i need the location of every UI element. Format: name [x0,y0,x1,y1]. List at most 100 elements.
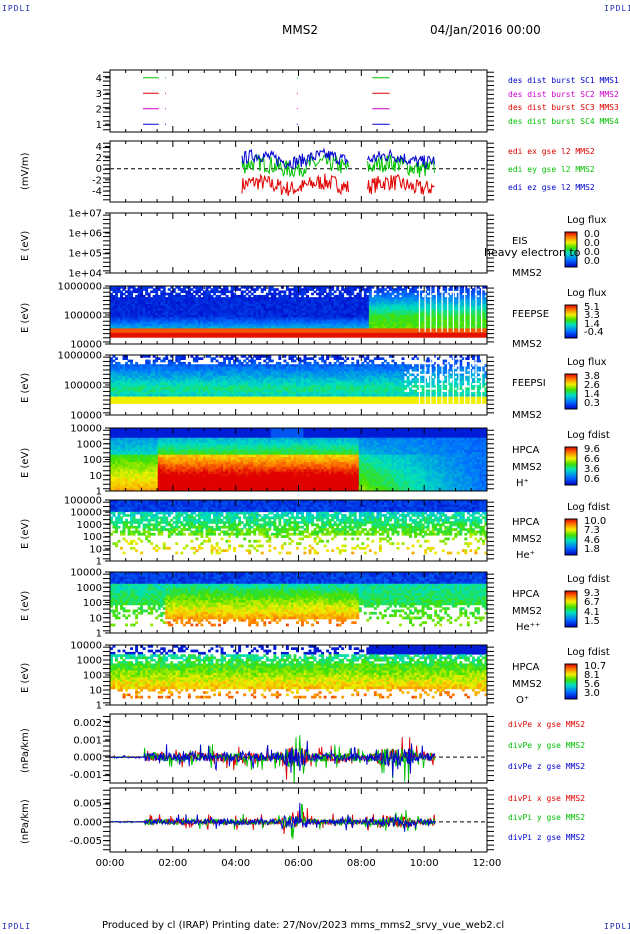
heatmap-cell [283,310,287,314]
heatmap-cell [125,368,128,372]
heatmap-cell [120,389,123,393]
heatmap-cell [190,391,194,395]
heatmap-cell [378,294,382,298]
heatmap-cell [215,319,219,323]
heatmap-cell [130,301,134,305]
heatmap-cell [353,310,357,314]
heatmap-cell [132,398,136,402]
heatmap-cell [137,286,141,289]
heatmap-cell [197,364,201,367]
heatmap-cell [127,366,131,370]
heatmap-cell [331,321,335,325]
heatmap-cell [290,371,294,374]
heatmap-cell [394,306,397,309]
heatmap-cell [311,317,314,320]
heatmap-cell [373,332,377,336]
heatmap-cell [288,326,292,329]
heatmap-cell [353,317,357,320]
heatmap-cell [278,382,282,386]
heatmap-cell [145,310,149,314]
heatmap-cell [160,382,164,386]
heatmap-cell [137,326,141,329]
heatmap-cell [112,335,116,338]
heatmap-cell [409,326,412,329]
heatmap-cell [150,332,154,336]
heatmap-cell [177,326,181,329]
heatmap-cell [283,315,287,318]
heatmap-cell [248,382,252,386]
heatmap-cell [275,364,279,367]
heatmap-cell [290,297,294,300]
heatmap-cell [265,335,269,338]
heatmap-cell [411,288,415,291]
heatmap-cell [230,380,234,384]
heatmap-cell [165,328,169,332]
heatmap-cell [157,299,161,303]
heatmap-cell [225,286,229,289]
heatmap-cell [125,335,128,338]
heatmap-cell [218,319,221,323]
heatmap-cell [157,382,161,386]
heatmap-cell [122,385,126,388]
heatmap-cell [471,292,475,296]
heatmap-cell [318,330,322,334]
heatmap-cell [185,401,189,404]
heatmap-cell [132,373,136,377]
heatmap-cell [243,301,247,305]
heatmap-cell [245,401,249,404]
heatmap-cell [110,401,113,404]
heatmap-cell [180,294,184,298]
heatmap-cell [195,359,199,363]
heatmap-cell [293,330,297,334]
heatmap-cell [213,310,216,314]
heatmap-cell [195,373,199,377]
heatmap-cell [157,303,161,307]
heatmap-cell [381,292,385,296]
heatmap-cell [268,323,272,327]
heatmap-cell [301,301,304,305]
heatmap-cell [160,387,164,391]
heatmap-cell [306,317,309,320]
heatmap-cell [333,312,337,316]
heatmap-cell [341,317,345,320]
heatmap-cell [243,303,247,307]
heatmap-cell [316,288,320,291]
heatmap-cell [283,368,287,372]
heatmap-cell [167,330,171,334]
heatmap-cell [298,330,302,334]
heatmap-cell [288,315,292,318]
heatmap-cell [391,306,395,309]
heatmap-cell [202,371,206,374]
heatmap-cell [328,301,332,305]
heatmap-cell [464,299,468,303]
heatmap-cell [215,312,219,316]
heatmap-cell [288,321,292,325]
heatmap-cell [177,335,181,338]
heatmap-cell [210,378,214,381]
heatmap-cell [333,290,337,294]
heatmap-cell [373,321,377,325]
heatmap-cell [288,389,292,393]
heatmap-cell [215,326,219,329]
heatmap-cell [208,306,211,309]
heatmap-cell [476,310,480,314]
heatmap-cell [283,382,287,386]
heatmap-cell [115,330,118,334]
heatmap-cell [333,299,337,303]
heatmap-cell [323,335,327,338]
heatmap-cell [187,328,191,332]
heatmap-cell [162,290,166,294]
heatmap-cell [391,315,395,318]
heatmap-cell [170,308,174,311]
heatmap-cell [190,378,194,381]
heatmap-cell [471,310,475,314]
heatmap-cell [280,294,284,298]
heatmap-cell [368,299,372,303]
heatmap-cell [421,315,425,318]
heatmap-cell [160,364,164,367]
heatmap-cell [130,310,134,314]
heatmap-cell [293,364,297,367]
heatmap-cell [115,332,118,336]
heatmap-cell [250,396,254,400]
heatmap-cell [182,389,186,393]
